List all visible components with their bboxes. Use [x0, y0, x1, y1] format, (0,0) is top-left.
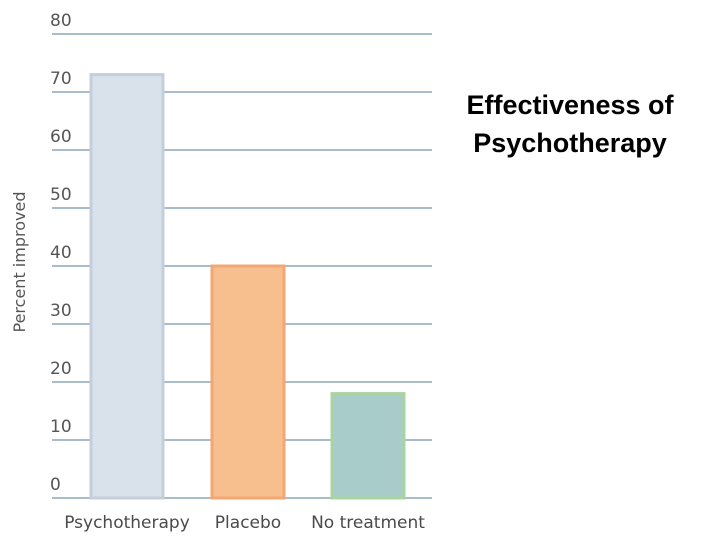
- chart-title-line-2: Psychotherapy: [473, 128, 667, 158]
- x-category-label-psychotherapy: Psychotherapy: [64, 513, 190, 533]
- y-tick-label-70: 70: [50, 69, 72, 89]
- x-category-label-no-treatment: No treatment: [311, 513, 425, 533]
- bar-psychotherapy: [89, 73, 165, 500]
- y-tick-label-0: 0: [50, 475, 61, 495]
- y-axis-ticks: 0 10 20 30 40 50 60 70 80: [50, 11, 72, 495]
- chart-title: Effectiveness of Psychotherapy: [445, 86, 695, 162]
- y-tick-label-30: 30: [50, 301, 72, 321]
- y-tick-label-10: 10: [50, 417, 72, 437]
- y-tick-label-50: 50: [50, 185, 72, 205]
- chart-title-line-1: Effectiveness of: [466, 90, 674, 120]
- y-tick-label-20: 20: [50, 359, 72, 379]
- bars: [89, 73, 406, 500]
- y-tick-label-80: 80: [50, 11, 72, 31]
- bar-no-treatment: [330, 392, 406, 500]
- y-axis-label: Percent improved: [10, 192, 29, 333]
- x-category-label-placebo: Placebo: [215, 513, 281, 533]
- bar-placebo: [210, 264, 286, 500]
- y-tick-label-60: 60: [50, 127, 72, 147]
- y-tick-label-40: 40: [50, 243, 72, 263]
- x-axis-labels: Psychotherapy Placebo No treatment: [64, 513, 425, 533]
